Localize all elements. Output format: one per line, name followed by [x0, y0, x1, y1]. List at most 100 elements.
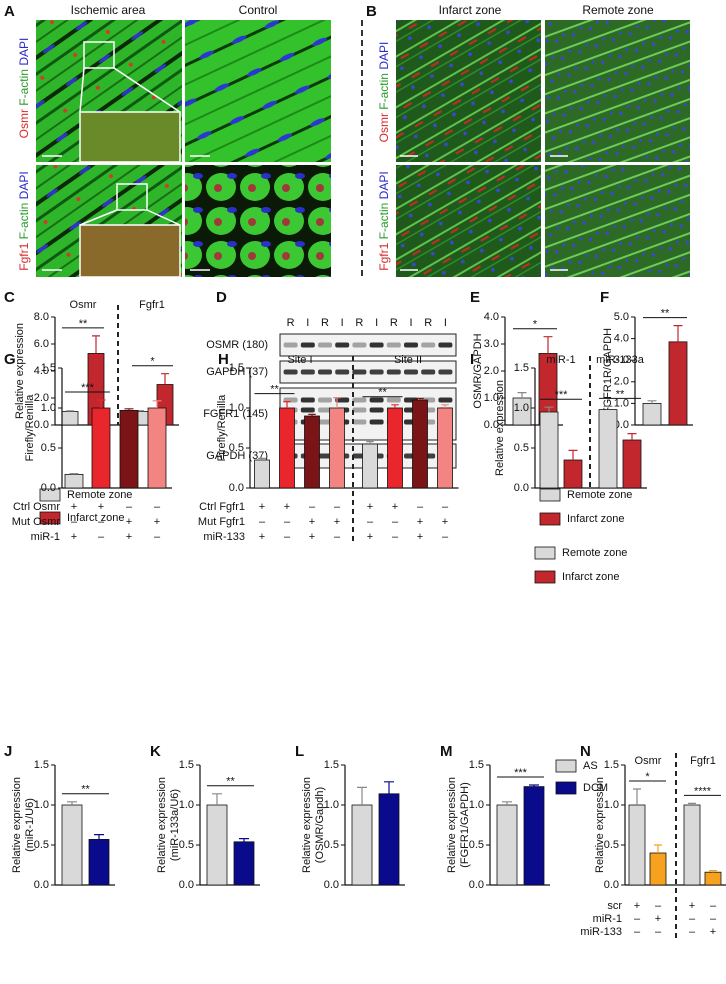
condition-mark: –	[154, 531, 161, 543]
condition-mark: –	[284, 516, 291, 528]
y-tick-label: 1.0	[604, 799, 619, 811]
error-bar	[688, 802, 696, 805]
y-tick-label: 1.0	[514, 402, 529, 414]
y-tick-label: 0.5	[469, 839, 484, 851]
condition-mark: –	[309, 501, 316, 513]
error-bar	[568, 449, 578, 460]
blot-band	[386, 369, 401, 375]
legend-label: Infarct zone	[562, 571, 619, 583]
panel-letter: J	[4, 743, 12, 760]
significance: ***	[514, 767, 528, 779]
group-label: Fgfr1	[139, 299, 165, 311]
legend-swatch	[539, 488, 561, 502]
stain: F-actin	[17, 203, 31, 240]
error-bar	[366, 441, 374, 444]
blot-band	[335, 397, 350, 403]
error-bar	[603, 405, 613, 410]
y-axis-label: (miR-1/U6)	[24, 798, 36, 852]
significance: *	[150, 356, 155, 368]
condition-mark: –	[417, 501, 424, 513]
bar	[378, 793, 400, 886]
significance: **	[226, 776, 235, 788]
blot-band	[318, 407, 332, 413]
error-bar	[654, 844, 662, 853]
significance: **	[661, 308, 670, 320]
blot-band	[369, 397, 384, 403]
error-bar	[529, 784, 539, 787]
panel-letter: G	[4, 351, 16, 368]
legend-swatch	[534, 546, 556, 560]
panel-letter: F	[600, 289, 609, 306]
error-bar	[66, 410, 74, 412]
condition-mark: +	[442, 516, 448, 528]
condition-mark: –	[442, 501, 449, 513]
condition-mark: +	[154, 516, 160, 528]
bar	[233, 841, 255, 886]
condition-mark: –	[367, 516, 374, 528]
condition-mark: +	[98, 501, 104, 513]
significance: ****	[694, 785, 712, 797]
bar	[119, 409, 139, 489]
condition-mark: +	[71, 501, 77, 513]
y-tick-label: 8.0	[34, 311, 49, 323]
micrograph	[545, 165, 690, 277]
condition-name: Ctrl Fgfr1	[199, 501, 245, 513]
blot-band	[352, 369, 367, 375]
blot-band	[404, 369, 418, 375]
group-label: miR-133a	[596, 354, 645, 366]
legend-label: Remote zone	[67, 489, 132, 501]
condition-name: scr	[607, 900, 622, 912]
bar	[147, 407, 167, 489]
blot-band	[335, 342, 350, 348]
condition-mark: +	[417, 531, 423, 543]
condition-mark: +	[309, 531, 315, 543]
bar	[668, 341, 688, 426]
scale-bar	[400, 155, 568, 271]
blot-band	[369, 419, 384, 425]
condition-mark: –	[710, 913, 717, 925]
condition-mark: +	[689, 900, 695, 912]
y-tick-label: 0.0	[41, 482, 56, 494]
panel-letter: H	[218, 351, 229, 368]
column-title: Infarct zone	[439, 3, 502, 17]
bar	[64, 473, 84, 489]
bar	[304, 415, 320, 489]
y-tick-label: 0.5	[324, 839, 339, 851]
lane-label: R	[424, 317, 432, 329]
y-tick-label: 0.0	[324, 879, 339, 891]
y-tick-label: 0.5	[604, 839, 619, 851]
condition-mark: –	[154, 501, 161, 513]
y-tick-label: 1.0	[484, 392, 499, 404]
group-label: Site I	[287, 354, 312, 366]
row-label: Osmr F-actin DAPI	[377, 42, 391, 143]
bar	[91, 407, 111, 489]
condition-mark: +	[710, 926, 716, 938]
error-bar	[96, 399, 106, 408]
panel-letter: N	[580, 743, 591, 760]
bar	[254, 459, 270, 489]
blot-band	[335, 369, 350, 375]
y-tick-label: 0.5	[34, 839, 49, 851]
blot-frame	[279, 360, 457, 384]
error-bar	[441, 404, 449, 408]
stain: Osmr	[17, 109, 31, 138]
error-bar	[709, 870, 717, 873]
y-tick-label: 0.0	[179, 879, 194, 891]
blot-band	[318, 342, 332, 348]
blot-row-label: GAPDH (37)	[206, 366, 268, 378]
condition-mark: +	[367, 501, 373, 513]
stain: Fgfr1	[17, 242, 31, 270]
condition-mark: –	[442, 531, 449, 543]
y-tick-label: 1.5	[604, 759, 619, 771]
condition-name: miR-133	[580, 926, 622, 938]
y-axis-label: Relative expression	[594, 777, 606, 873]
blot-row-label: OSMR (180)	[206, 339, 268, 351]
panel-letter: D	[216, 289, 227, 306]
lane-label: I	[444, 317, 447, 329]
y-tick-label: 1.0	[324, 799, 339, 811]
y-tick-label: 4.0	[484, 311, 499, 323]
stain: F-actin	[17, 69, 31, 106]
condition-mark: –	[98, 516, 105, 528]
lane-label: I	[375, 317, 378, 329]
y-tick-label: 0.5	[514, 442, 529, 454]
